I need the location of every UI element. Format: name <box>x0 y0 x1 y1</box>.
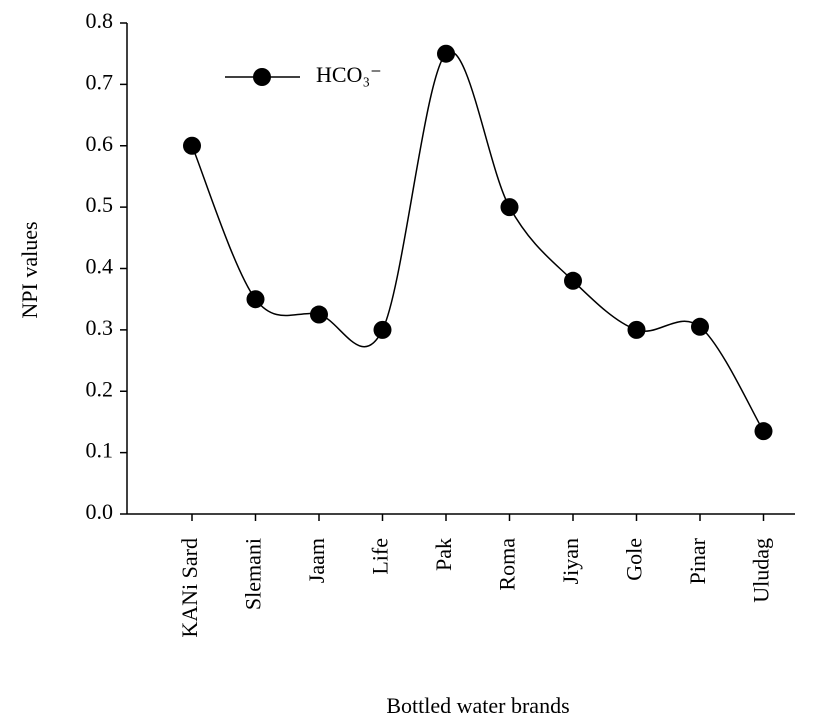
legend-label: HCO₃⁻ <box>316 62 382 87</box>
marker <box>691 317 709 336</box>
x-tick-label: Jiyan <box>558 538 583 584</box>
x-tick-label: Pinar <box>685 537 710 584</box>
marker <box>500 198 519 217</box>
marker <box>437 44 455 63</box>
x-tick-label: Life <box>368 538 393 575</box>
x-tick-label: Uludag <box>749 538 774 603</box>
y-tick-label: 0.0 <box>86 499 114 524</box>
x-tick-label: Slemani <box>241 538 266 610</box>
y-tick-label: 0.5 <box>86 192 114 217</box>
x-tick-label: Pak <box>431 538 456 571</box>
y-axis-label: NPI values <box>17 221 42 318</box>
y-tick-label: 0.1 <box>86 438 114 463</box>
x-tick-label: Roma <box>495 538 520 591</box>
y-tick-label: 0.3 <box>86 315 114 340</box>
x-tick-label: KANi Sard <box>177 538 202 638</box>
marker <box>246 290 265 309</box>
x-axis-label: Bottled water brands <box>386 693 569 718</box>
marker <box>310 305 328 324</box>
marker <box>627 320 646 339</box>
y-tick-label: 0.6 <box>86 131 114 156</box>
x-tick-label: Gole <box>622 538 647 581</box>
marker <box>373 320 392 339</box>
marker <box>564 271 582 290</box>
marker <box>754 422 773 441</box>
y-tick-label: 0.4 <box>86 254 114 279</box>
x-tick-label: Jaam <box>304 538 329 583</box>
y-tick-label: 0.2 <box>86 376 114 401</box>
legend-marker <box>253 68 271 86</box>
y-tick-label: 0.7 <box>86 69 114 94</box>
y-tick-label: 0.8 <box>86 8 114 33</box>
series-line <box>191 50 765 432</box>
marker <box>183 136 201 155</box>
